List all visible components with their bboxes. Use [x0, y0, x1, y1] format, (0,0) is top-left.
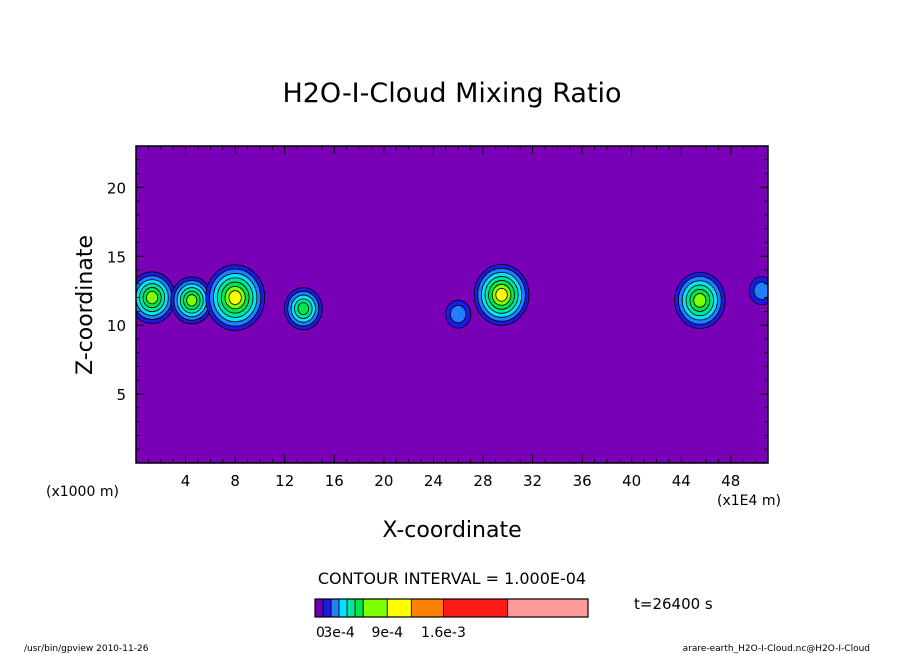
x-tick-label-32: 32: [523, 472, 542, 490]
colorbar-swatch-2: [330, 598, 340, 618]
colorbar-swatch-1: [322, 598, 332, 618]
chart-title: H2O-I-Cloud Mixing Ratio: [282, 78, 621, 109]
colorbar-label-3: 1.6e-3: [421, 625, 466, 641]
footer-right: arare-earth_H2O-I-Cloud.nc@H2O-I-Cloud: [683, 644, 870, 654]
cloud-5: [473, 263, 530, 326]
footer-left: /usr/bin/gpview 2010-11-26: [24, 644, 149, 654]
contour-interval: CONTOUR INTERVAL = 1.000E-04: [318, 569, 586, 588]
cloud-2-level-6: [228, 290, 242, 305]
y-axis: 5 10 15 20: [107, 159, 768, 450]
y-tick-label-5: 5: [116, 386, 126, 404]
x-tick-label-36: 36: [573, 472, 592, 490]
colorbar-swatch-9: [443, 598, 509, 618]
colorbar-frame: [314, 598, 589, 618]
cloud-7: [748, 276, 768, 306]
y-tick-label-10: 10: [107, 317, 126, 335]
colorbar-swatch-8: [410, 598, 444, 618]
cloud-6: [674, 271, 726, 329]
y-tick-label-20: 20: [107, 179, 126, 197]
x-tick-label-12: 12: [275, 472, 294, 490]
x-tick-label-20: 20: [374, 472, 393, 490]
x-axis-label: X-coordinate: [382, 518, 521, 543]
colorbar-swatch-4: [346, 598, 356, 618]
time-label: t=26400 s: [634, 595, 713, 613]
cloud-4-level-1: [450, 305, 467, 324]
cloud-4: [445, 299, 472, 329]
cloud-7-level-1: [753, 281, 768, 300]
cloud-2: [205, 264, 266, 331]
colorbar-labels: 03e-4 9e-4 1.6e-3: [316, 625, 466, 641]
colorbar-swatch-5: [354, 598, 364, 618]
colorbar-swatch-0: [314, 598, 324, 618]
y-tick-label-15: 15: [107, 248, 126, 266]
x-tick-label-24: 24: [424, 472, 443, 490]
cloud-6-level-5: [693, 293, 707, 308]
colorbar-swatch-10: [507, 598, 589, 618]
cloud-5-level-6: [495, 288, 508, 302]
cloud-contours: [136, 263, 768, 331]
colorbar-label-0: 0: [316, 625, 325, 641]
y-axis-label: Z-coordinate: [73, 235, 98, 375]
x-tick-label-44: 44: [672, 472, 691, 490]
x-tick-label-40: 40: [622, 472, 641, 490]
x-unit-left: (x1000 m): [46, 484, 119, 500]
colorbar-swatch-3: [338, 598, 348, 618]
x-axis: 4 8 12 16 20 24 28 32 36 40 44 48: [147, 146, 757, 490]
cloud-3-level-4: [297, 302, 310, 316]
plot-frame: [135, 145, 769, 464]
cloud-0: [136, 271, 176, 324]
x-tick-label-16: 16: [325, 472, 344, 490]
colorbar-label-2: 9e-4: [372, 625, 404, 641]
cloud-3: [283, 287, 323, 331]
colorbar-swatch-7: [386, 598, 412, 618]
colorbar-label-1: 3e-4: [323, 625, 355, 641]
colorbar-swatch-6: [362, 598, 388, 618]
x-unit-right: (x1E4 m): [717, 493, 781, 509]
x-tick-label-48: 48: [721, 472, 740, 490]
x-tick-label-28: 28: [473, 472, 492, 490]
cloud-1-level-5: [186, 294, 198, 307]
x-tick-label-8: 8: [230, 472, 240, 490]
x-tick-label-4: 4: [181, 472, 191, 490]
cloud-0-level-5: [146, 290, 159, 305]
cloud-1: [170, 276, 214, 325]
colorbar: [314, 598, 589, 618]
